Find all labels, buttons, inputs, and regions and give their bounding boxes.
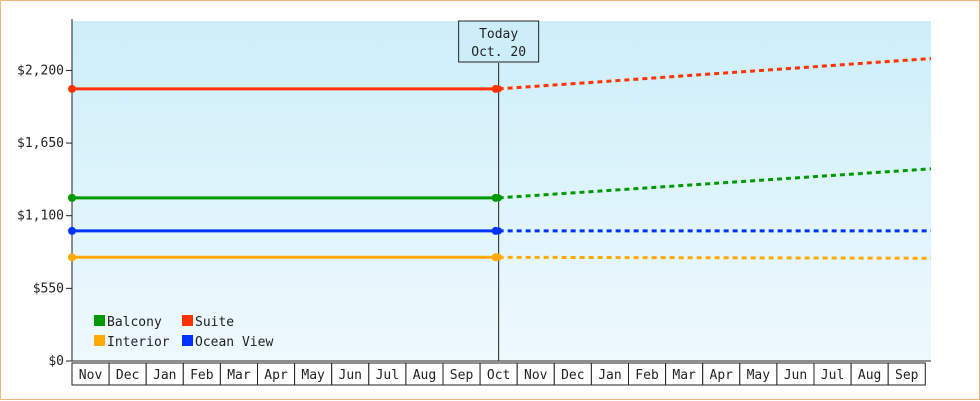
y-tick-label: $2,200 xyxy=(17,63,64,78)
legend-swatch-balcony xyxy=(94,315,105,326)
x-tick-label: Jun xyxy=(784,368,807,383)
x-tick-label: Jan xyxy=(598,368,621,383)
suite-start-point xyxy=(68,84,76,93)
suite-projected-line xyxy=(498,57,932,91)
x-tick-label: Nov xyxy=(79,368,103,383)
legend-label-interior: Interior xyxy=(107,335,170,350)
x-tick-label: Jan xyxy=(153,368,176,383)
series-lines xyxy=(68,57,932,262)
x-tick-label: May xyxy=(747,368,771,383)
x-tick-label: Dec xyxy=(116,368,139,383)
x-tick-label: Sep xyxy=(895,368,919,383)
x-tick-label: Apr xyxy=(264,368,288,383)
x-tick-label: Jul xyxy=(376,368,399,383)
legend: Balcony Suite Interior Ocean View xyxy=(94,315,273,350)
x-tick-label: Feb xyxy=(635,368,659,383)
today-marker: Today Oct. 20 xyxy=(458,20,540,361)
legend-swatch-interior xyxy=(94,335,105,346)
ocean-view-today-point-2 xyxy=(495,227,503,235)
balcony-today-point-2 xyxy=(495,194,503,202)
balcony-start-point xyxy=(68,193,76,202)
balcony-projected-line xyxy=(498,167,932,200)
legend-label-suite: Suite xyxy=(195,315,234,330)
today-box xyxy=(458,20,540,63)
ocean-view-start-point xyxy=(68,226,76,235)
x-tick-label: Jun xyxy=(339,368,362,383)
today-label: Today xyxy=(479,27,518,42)
x-tick-label: Mar xyxy=(672,368,696,383)
x-tick-label: Jul xyxy=(821,368,844,383)
y-tick-label: $550 xyxy=(33,281,64,296)
x-tick-label: Sep xyxy=(450,368,474,383)
y-axis: $0 $550 $1,100 $1,650 $2,200 xyxy=(17,19,73,369)
interior-today-point-2 xyxy=(495,253,503,261)
x-tick-label: Mar xyxy=(227,368,251,383)
suite-today-point-2 xyxy=(495,85,503,93)
legend-label-ocean-view: Ocean View xyxy=(195,335,273,350)
x-tick-label: May xyxy=(301,368,325,383)
today-date-label: Oct. 20 xyxy=(471,45,526,60)
y-tick-label: $1,650 xyxy=(17,136,64,151)
plot-area xyxy=(72,21,931,361)
x-tick-label: Oct xyxy=(487,368,510,383)
x-tick-label: Feb xyxy=(190,368,214,383)
x-tick-label: Aug xyxy=(413,368,436,383)
x-tick-label: Aug xyxy=(858,368,881,383)
x-tick-label: Apr xyxy=(710,368,734,383)
x-tick-label: Nov xyxy=(524,368,548,383)
x-axis: Nov Dec Jan Feb Mar Apr May Jun Jul Aug Sep Oct Nov D… xyxy=(71,360,931,386)
legend-swatch-ocean-view xyxy=(182,335,193,346)
y-tick-label: $0 xyxy=(48,354,64,369)
interior-start-point xyxy=(68,253,76,262)
y-tick-label: $1,100 xyxy=(17,209,64,224)
legend-swatch-suite xyxy=(182,315,193,326)
x-category-cell xyxy=(887,362,926,386)
x-tick-label: Dec xyxy=(561,368,584,383)
interior-projected-line xyxy=(498,255,932,260)
legend-label-balcony: Balcony xyxy=(107,315,162,330)
